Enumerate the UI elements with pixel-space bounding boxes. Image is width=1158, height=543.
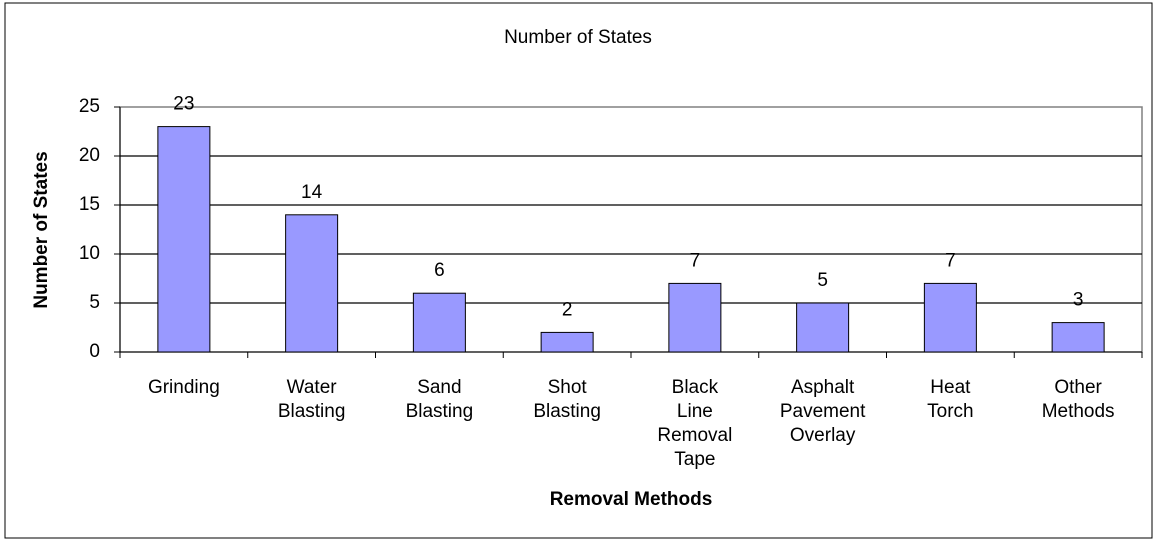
data-label: 23 bbox=[173, 94, 194, 115]
y-axis-title: Number of States bbox=[31, 151, 52, 308]
bar bbox=[923, 282, 977, 353]
x-tick-label: Grinding bbox=[147, 377, 220, 398]
x-tick-label: Sand Blasting bbox=[405, 377, 474, 422]
data-label: 2 bbox=[562, 299, 573, 320]
y-tick-label: 20 bbox=[79, 145, 100, 166]
data-label: 7 bbox=[690, 250, 701, 271]
y-tick-label: 25 bbox=[79, 96, 100, 117]
x-tick-label: Shot Blasting bbox=[533, 377, 601, 422]
bar bbox=[285, 214, 339, 353]
data-label: 6 bbox=[434, 260, 445, 281]
data-label: 14 bbox=[301, 182, 323, 203]
y-tick-label: 5 bbox=[89, 292, 100, 313]
chart-title: Number of States bbox=[504, 27, 652, 48]
bar bbox=[540, 331, 594, 353]
x-tick-label: Asphalt Pavement Overlay bbox=[779, 377, 866, 446]
bar bbox=[668, 282, 722, 353]
x-axis-title: Removal Methods bbox=[550, 489, 713, 510]
y-tick-label: 15 bbox=[79, 194, 100, 215]
x-tick-label: Water Blasting bbox=[277, 377, 346, 422]
x-tick-label: Other Methods bbox=[1041, 377, 1115, 422]
y-tick-label: 10 bbox=[79, 243, 100, 264]
bar bbox=[1051, 322, 1105, 353]
bar bbox=[796, 302, 850, 353]
data-label: 5 bbox=[817, 270, 828, 291]
data-label: 7 bbox=[945, 250, 956, 271]
x-tick-label: Heat Torch bbox=[927, 377, 974, 422]
y-tick-label: 0 bbox=[89, 341, 100, 362]
bar bbox=[412, 292, 466, 353]
x-tick-label: Black Line Removal Tape bbox=[657, 377, 733, 470]
bar bbox=[157, 126, 211, 353]
data-label: 3 bbox=[1073, 290, 1084, 311]
